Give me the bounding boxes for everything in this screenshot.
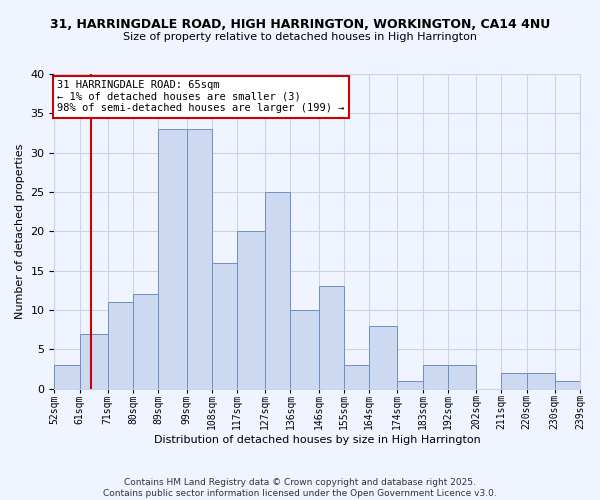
Bar	[422, 365, 448, 388]
Bar	[133, 294, 158, 388]
Bar	[212, 263, 237, 388]
Bar	[80, 334, 108, 388]
X-axis label: Distribution of detached houses by size in High Harrington: Distribution of detached houses by size …	[154, 435, 481, 445]
Bar	[397, 381, 422, 388]
Bar	[55, 365, 80, 388]
Bar	[265, 192, 290, 388]
Bar	[158, 129, 187, 388]
Text: 31, HARRINGDALE ROAD, HIGH HARRINGTON, WORKINGTON, CA14 4NU: 31, HARRINGDALE ROAD, HIGH HARRINGTON, W…	[50, 18, 550, 30]
Text: Contains HM Land Registry data © Crown copyright and database right 2025.
Contai: Contains HM Land Registry data © Crown c…	[103, 478, 497, 498]
Bar	[187, 129, 212, 388]
Bar	[555, 381, 580, 388]
Bar	[344, 365, 369, 388]
Text: Size of property relative to detached houses in High Harrington: Size of property relative to detached ho…	[123, 32, 477, 42]
Bar	[319, 286, 344, 388]
Bar	[502, 373, 527, 388]
Y-axis label: Number of detached properties: Number of detached properties	[15, 144, 25, 319]
Bar	[108, 302, 133, 388]
Bar	[369, 326, 397, 388]
Text: 31 HARRINGDALE ROAD: 65sqm
← 1% of detached houses are smaller (3)
98% of semi-d: 31 HARRINGDALE ROAD: 65sqm ← 1% of detac…	[57, 80, 345, 114]
Bar	[527, 373, 555, 388]
Bar	[290, 310, 319, 388]
Bar	[237, 232, 265, 388]
Bar	[448, 365, 476, 388]
